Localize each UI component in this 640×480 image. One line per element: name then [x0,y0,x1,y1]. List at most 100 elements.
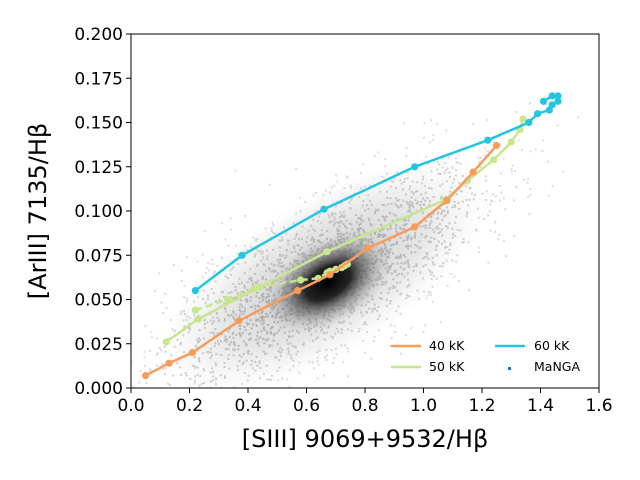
manga-point [259,367,262,369]
manga-point [276,259,279,262]
manga-point [451,166,454,169]
manga-point [326,229,329,232]
manga-point [312,240,315,243]
manga-point [346,176,349,179]
manga-point [429,273,432,276]
manga-point [420,182,423,185]
manga-point [489,203,492,206]
manga-point [246,379,249,382]
manga-point [262,350,265,353]
manga-point [196,260,199,263]
manga-point [396,241,399,244]
manga-point [182,351,185,354]
manga-point [223,302,226,305]
manga-point [201,419,203,421]
manga-point [498,185,501,187]
manga-point [409,185,411,188]
manga-point [257,344,260,347]
manga-point [258,361,261,364]
manga-point [215,383,217,386]
manga-point [162,399,164,401]
manga-point [156,395,158,397]
manga-point [132,386,135,388]
manga-point [214,361,217,364]
manga-point [455,169,458,171]
manga-point [408,206,411,209]
manga-point [378,315,381,318]
manga-point [488,210,491,213]
manga-point [332,224,335,227]
manga-point [399,256,401,259]
manga-point [462,238,465,240]
manga-point [213,333,216,336]
manga-point [406,260,409,263]
manga-point [399,226,402,229]
manga-point [272,224,275,227]
manga-point [230,228,233,231]
manga-point [425,220,428,223]
manga-point [399,179,402,182]
manga-point [406,293,409,296]
manga-point [293,222,295,225]
manga-point [190,392,192,394]
manga-point [338,220,341,223]
manga-point [211,258,214,261]
manga-point [211,367,214,370]
x-axis-ticks: 0.0 0.2 0.4 0.6 0.8 1.0 1.2 1.4 1.6 [117,388,613,416]
manga-point [498,199,501,202]
manga-point [439,184,441,187]
manga-point [421,211,424,214]
manga-point [198,337,201,340]
manga-point [220,353,223,356]
manga-point [271,374,273,377]
manga-point [316,356,319,359]
manga-point [358,217,361,220]
y-tick-label: 0.175 [74,69,123,89]
manga-point [188,322,191,325]
manga-point [409,245,412,247]
manga-point [343,215,345,218]
series-50kk-branch-marker [297,276,305,284]
manga-point [230,341,233,344]
manga-point [266,332,269,335]
manga-point [159,416,161,418]
manga-point [196,338,199,341]
manga-point [386,304,388,307]
manga-point [381,175,384,178]
manga-point [312,228,315,231]
manga-point [513,235,516,238]
manga-point [250,353,253,356]
manga-point [520,148,523,151]
manga-point [528,213,531,216]
manga-point [361,229,364,231]
manga-point [408,204,411,207]
manga-point [215,427,217,429]
manga-point [299,210,302,213]
manga-point [211,263,214,266]
manga-point [287,352,290,355]
manga-point [265,269,267,272]
manga-point [380,291,383,294]
manga-point [444,251,447,254]
manga-point [256,238,259,241]
manga-point [261,323,264,326]
manga-point [431,228,434,231]
manga-point [243,244,246,247]
manga-point [227,313,229,316]
manga-point [290,251,293,254]
manga-point [243,291,245,294]
manga-point [349,184,352,187]
manga-point [440,228,443,231]
manga-point [229,217,232,220]
manga-point [262,256,264,259]
manga-point [361,314,364,317]
manga-point [459,229,462,232]
manga-point [270,270,273,273]
manga-point [227,291,230,294]
manga-point [338,225,341,228]
manga-point [242,352,245,355]
manga-point [290,354,293,357]
manga-point [406,238,408,241]
manga-point [448,171,451,174]
manga-point [441,211,443,214]
